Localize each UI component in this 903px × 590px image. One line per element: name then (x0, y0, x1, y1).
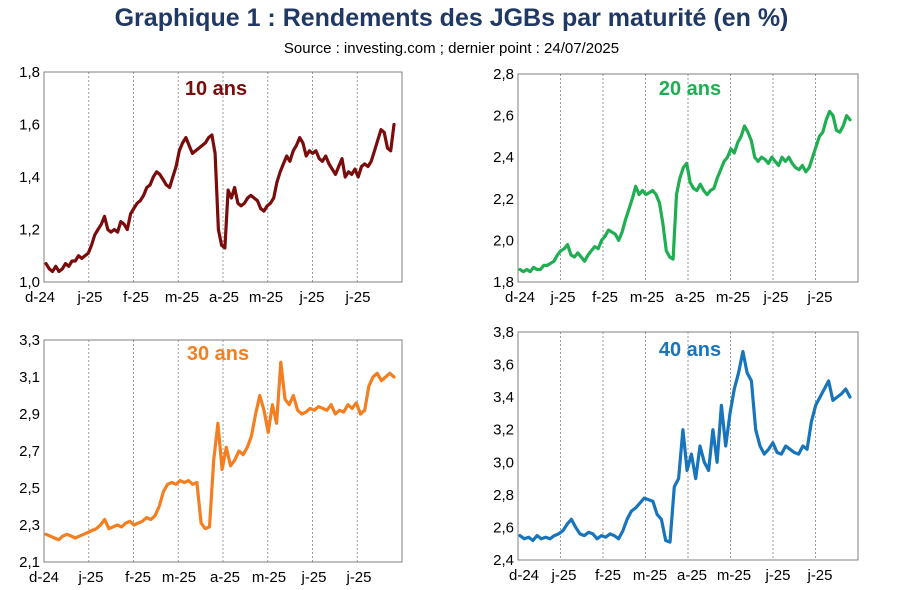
x-tick-label: m-25 (249, 289, 283, 306)
x-tick-label: m-25 (633, 567, 667, 584)
plot-area (517, 73, 859, 283)
y-tick-label: 1,6 (19, 117, 40, 134)
x-tick-label: f-25 (123, 289, 149, 306)
panel-label: 20 ans (659, 78, 721, 100)
x-tick-label: j-25 (298, 289, 324, 306)
panel-label: 30 ans (187, 343, 249, 365)
x-tick-label: m-25 (252, 569, 286, 586)
grid-lines (88, 340, 358, 562)
x-tick-label: j-25 (76, 289, 102, 306)
y-tick-label: 2,8 (493, 66, 514, 83)
series-line (518, 349, 852, 544)
y-tick-label: 2,1 (19, 554, 40, 571)
plot-area (517, 331, 859, 561)
x-tick-label: m-25 (165, 289, 199, 306)
x-tick-label: a-25 (675, 289, 705, 306)
y-tick-label: 1,0 (19, 274, 40, 291)
y-tick-label: 2,4 (493, 149, 514, 166)
chart-subtitle: Source : investing.com ; dernier point :… (283, 40, 620, 57)
y-tick-label: 2,3 (19, 517, 40, 534)
x-tick-label: j-25 (345, 569, 371, 586)
y-tick-label: 3,3 (19, 332, 40, 349)
x-tick-label: j-25 (764, 567, 790, 584)
plot-area (43, 71, 403, 283)
x-tick-label: d-24 (509, 567, 539, 584)
y-tick-label: 2,4 (493, 552, 514, 569)
x-tick-label: d-24 (505, 289, 535, 306)
y-tick-label: 1,2 (19, 222, 40, 239)
panel-label: 40 ans (659, 339, 721, 361)
x-tick-label: j-25 (549, 289, 575, 306)
y-tick-label: 3,8 (493, 324, 514, 341)
y-tick-label: 1,8 (493, 274, 514, 291)
y-tick-label: 2,9 (19, 406, 40, 423)
x-tick-label: j-25 (300, 569, 326, 586)
y-tick-label: 3,1 (19, 369, 40, 386)
x-tick-label: j-25 (806, 567, 832, 584)
y-tick-label: 2,5 (19, 480, 40, 497)
y-tick-label: 2,8 (493, 487, 514, 504)
series-line (44, 360, 396, 542)
x-tick-label: j-25 (77, 569, 103, 586)
plot-area (43, 339, 403, 563)
x-tick-label: j-25 (806, 289, 832, 306)
y-tick-label: 2,7 (19, 443, 40, 460)
y-tick-label: 2,6 (493, 108, 514, 125)
x-tick-label: m-25 (162, 569, 196, 586)
x-tick-label: f-25 (125, 569, 151, 586)
x-tick-label: j-25 (344, 289, 370, 306)
y-tick-label: 3,2 (493, 422, 514, 439)
y-tick-label: 1,8 (19, 64, 40, 81)
x-tick-label: f-25 (592, 289, 618, 306)
x-tick-label: a-25 (677, 567, 707, 584)
series-line (518, 109, 852, 274)
y-tick-label: 2,2 (493, 191, 514, 208)
y-tick-label: 2,6 (493, 519, 514, 536)
x-tick-label: j-25 (550, 567, 576, 584)
chart-title: Graphique 1 : Rendements des JGBs par ma… (114, 4, 789, 32)
x-tick-label: m-25 (717, 567, 751, 584)
x-tick-label: j-25 (762, 289, 788, 306)
x-tick-label: f-25 (595, 567, 621, 584)
x-tick-label: m-25 (630, 289, 664, 306)
y-tick-label: 1,4 (19, 169, 40, 186)
grid-lines (560, 332, 816, 560)
y-tick-label: 3,0 (493, 454, 514, 471)
x-tick-label: a-25 (210, 569, 240, 586)
x-tick-label: m-25 (716, 289, 750, 306)
y-tick-label: 2,0 (493, 232, 514, 249)
x-tick-label: a-25 (209, 289, 239, 306)
x-tick-label: d-24 (29, 569, 59, 586)
y-tick-label: 3,4 (493, 389, 514, 406)
series-line (44, 122, 396, 274)
panel-label: 10 ans (185, 78, 247, 100)
x-tick-label: d-24 (25, 289, 55, 306)
y-tick-label: 3,6 (493, 357, 514, 374)
